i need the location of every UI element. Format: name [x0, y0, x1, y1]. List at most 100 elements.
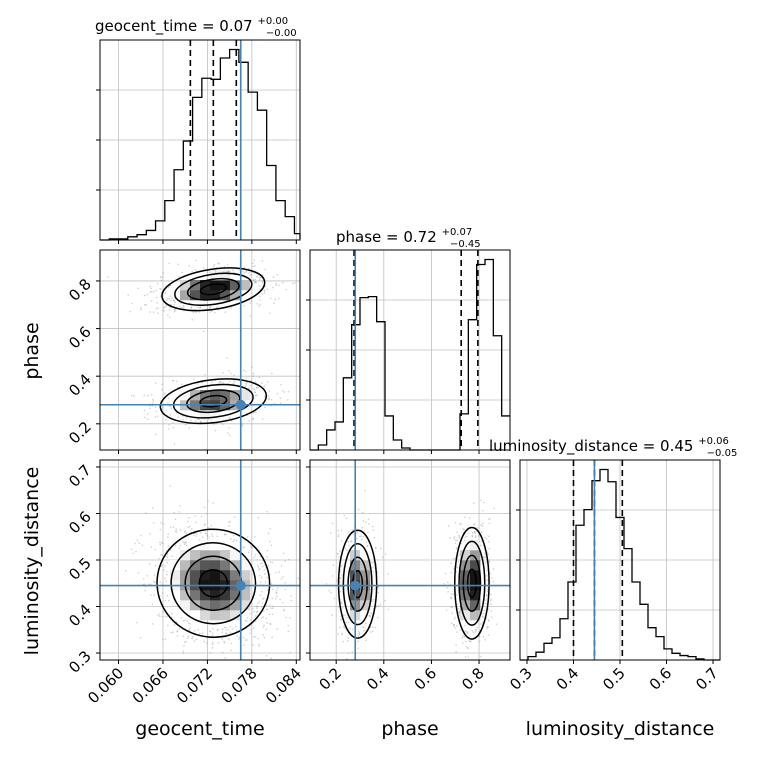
scatter-point [182, 652, 184, 655]
scatter-point [254, 278, 257, 281]
scatter-point [351, 529, 354, 531]
scatter-point [348, 544, 350, 547]
scatter-point [254, 620, 257, 622]
scatter-point [139, 534, 142, 537]
scatter-point [178, 275, 180, 278]
scatter-point [163, 569, 165, 571]
scatter-point [252, 636, 255, 638]
scatter-point [450, 596, 452, 599]
scatter-point [171, 612, 173, 615]
scatter-point [267, 395, 270, 397]
scatter-point [269, 312, 271, 314]
scatter-point [184, 542, 187, 544]
scatter-point [258, 568, 260, 571]
scatter-point [198, 311, 201, 313]
scatter-point [343, 626, 346, 628]
scatter-point [264, 567, 267, 569]
scatter-point [159, 400, 162, 403]
scatter-point [164, 599, 167, 602]
scatter-point [144, 294, 146, 297]
scatter-point [259, 581, 262, 583]
scatter-point [458, 536, 461, 539]
scatter-point [256, 387, 258, 390]
scatter-point [261, 602, 263, 604]
scatter-point [486, 551, 489, 554]
scatter-point [468, 517, 471, 520]
scatter-point [252, 279, 255, 282]
scatter-point [211, 535, 214, 537]
scatter-point [463, 636, 465, 638]
scatter-point [487, 608, 490, 610]
scatter-point [150, 287, 152, 290]
scatter-point [219, 380, 221, 383]
density-cell [210, 280, 221, 291]
scatter-point [172, 426, 175, 429]
density-cell [200, 590, 211, 601]
scatter-point [160, 522, 162, 524]
scatter-point [261, 281, 264, 284]
contour-line [174, 272, 253, 306]
scatter-point [184, 541, 187, 543]
scatter-point [183, 541, 186, 544]
scatter-point [375, 547, 377, 549]
density-cell [220, 270, 231, 281]
scatter-point [287, 390, 290, 393]
scatter-point [143, 416, 146, 419]
scatter-point [287, 630, 290, 632]
scatter-point [284, 581, 287, 584]
scatter-point [485, 561, 487, 563]
density-cell [190, 600, 201, 611]
scatter-point [217, 382, 220, 385]
scatter-point [224, 533, 226, 535]
scatter-point [486, 594, 488, 596]
scatter-point [490, 603, 492, 605]
scatter-point [484, 556, 487, 559]
scatter-points [125, 485, 299, 660]
scatter-point [233, 374, 235, 377]
density-cell [190, 610, 201, 621]
scatter-point [168, 309, 171, 311]
scatter-point [458, 536, 461, 538]
scatter-point [130, 394, 133, 397]
scatter-point [346, 549, 348, 551]
scatter-point [471, 532, 474, 534]
scatter-point [264, 268, 267, 271]
scatter-point [255, 281, 257, 284]
scatter-point [209, 307, 211, 310]
truth-layer [100, 40, 596, 660]
scatter-point [261, 562, 264, 565]
density-cell [240, 600, 251, 611]
scatter-point [232, 540, 234, 543]
density-cell [180, 570, 191, 581]
scatter-point [184, 530, 186, 532]
scatter-point [164, 419, 167, 421]
scatter-point [212, 265, 215, 268]
scatter-point [217, 642, 220, 644]
histogram-layer [100, 48, 720, 661]
scatter-point [258, 276, 261, 279]
scatter-point [222, 271, 225, 273]
scatter-point [456, 539, 459, 542]
scatter-point [214, 429, 217, 432]
scatter-point [263, 597, 265, 600]
scatter-point [252, 387, 255, 390]
scatter-point [466, 631, 469, 633]
scatter-point [162, 272, 165, 274]
scatter-point [214, 269, 217, 272]
scatter-point [268, 397, 270, 400]
scatter-point [185, 640, 187, 643]
scatter-point [249, 274, 251, 277]
scatter-point [211, 641, 214, 644]
scatter-point [225, 629, 227, 631]
scatter-point [486, 590, 489, 593]
scatter-point [260, 576, 263, 579]
scatter-point [360, 535, 362, 537]
scatter-point [141, 544, 144, 547]
scatter-point [252, 417, 255, 420]
contour-line [156, 528, 271, 638]
scatter-point [464, 516, 466, 519]
scatter-point [375, 605, 378, 608]
scatter-point [474, 536, 477, 538]
density-cell [470, 550, 481, 561]
y-axis-label-luminosity-distance: luminosity_distance [21, 467, 43, 656]
